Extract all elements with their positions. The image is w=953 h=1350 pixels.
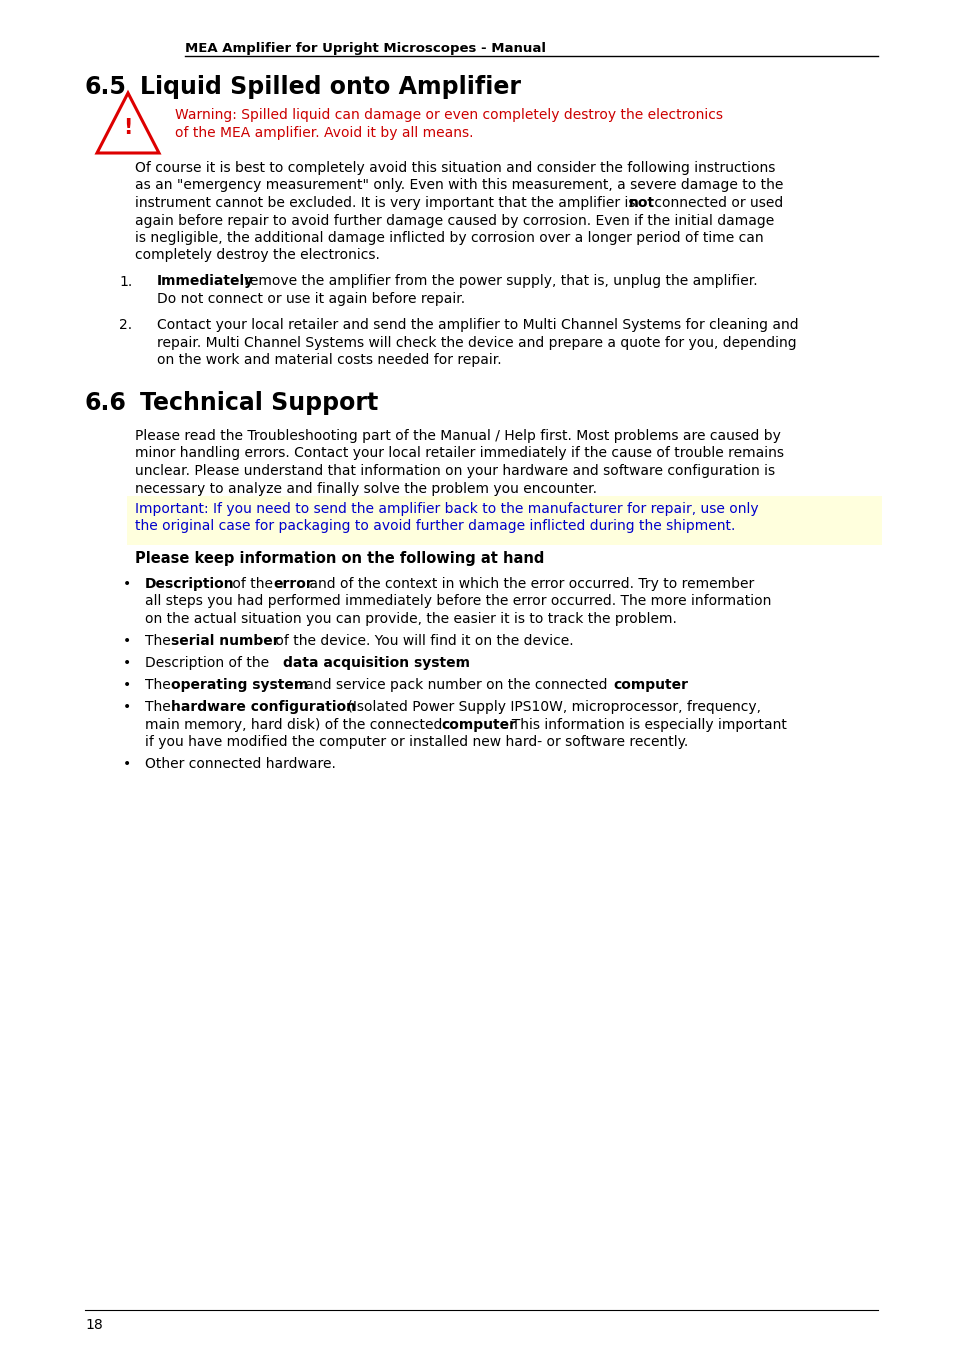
Text: •: • [123,656,132,670]
Text: Description of the: Description of the [145,656,274,670]
Text: unclear. Please understand that information on your hardware and software config: unclear. Please understand that informat… [135,464,774,478]
Text: •: • [123,757,132,771]
Text: instrument cannot be excluded. It is very important that the amplifier is: instrument cannot be excluded. It is ver… [135,196,639,211]
Text: is negligible, the additional damage inflicted by corrosion over a longer period: is negligible, the additional damage inf… [135,231,762,244]
Text: Technical Support: Technical Support [140,392,377,414]
Text: the original case for packaging to avoid further damage inflicted during the shi: the original case for packaging to avoid… [135,518,735,533]
Text: 1.: 1. [119,274,132,289]
Text: The: The [145,634,175,648]
Text: again before repair to avoid further damage caused by corrosion. Even if the ini: again before repair to avoid further dam… [135,213,774,228]
Text: all steps you had performed immediately before the error occurred. The more info: all steps you had performed immediately … [145,594,771,609]
Text: operating system: operating system [171,678,308,693]
Text: Description: Description [145,576,234,591]
Text: 18: 18 [85,1318,103,1332]
Text: on the actual situation you can provide, the easier it is to track the problem.: on the actual situation you can provide,… [145,612,677,626]
Text: main memory, hard disk) of the connected: main memory, hard disk) of the connected [145,717,446,732]
Text: .: . [675,678,679,693]
Text: Please read the Troubleshooting part of the Manual / Help first. Most problems a: Please read the Troubleshooting part of … [135,429,781,443]
Text: Other connected hardware.: Other connected hardware. [145,757,335,771]
FancyBboxPatch shape [127,495,882,544]
Text: of the device. You will find it on the device.: of the device. You will find it on the d… [271,634,573,648]
Text: completely destroy the electronics.: completely destroy the electronics. [135,248,379,262]
Text: of the: of the [228,576,277,591]
Text: Important: If you need to send the amplifier back to the manufacturer for repair: Important: If you need to send the ampli… [135,501,758,516]
Text: remove the amplifier from the power supply, that is, unplug the amplifier.: remove the amplifier from the power supp… [240,274,757,289]
Text: . This information is especially important: . This information is especially importa… [502,717,786,732]
Text: The: The [145,701,175,714]
Text: Liquid Spilled onto Amplifier: Liquid Spilled onto Amplifier [140,76,520,99]
Text: .: . [459,656,464,670]
Text: Immediately: Immediately [157,274,253,289]
Text: and of the context in which the error occurred. Try to remember: and of the context in which the error oc… [305,576,754,591]
Text: as an "emergency measurement" only. Even with this measurement, a severe damage : as an "emergency measurement" only. Even… [135,178,782,193]
Text: Of course it is best to completely avoid this situation and consider the followi: Of course it is best to completely avoid… [135,161,775,176]
Text: (Isolated Power Supply IPS10W, microprocessor, frequency,: (Isolated Power Supply IPS10W, microproc… [343,701,760,714]
Text: serial number: serial number [171,634,279,648]
Polygon shape [97,93,159,153]
Text: computer: computer [613,678,687,693]
Text: of the MEA amplifier. Avoid it by all means.: of the MEA amplifier. Avoid it by all me… [174,127,473,140]
Text: minor handling errors. Contact your local retailer immediately if the cause of t: minor handling errors. Contact your loca… [135,447,783,460]
Text: •: • [123,576,132,591]
Text: and service pack number on the connected: and service pack number on the connected [301,678,611,693]
Text: data acquisition system: data acquisition system [283,656,470,670]
Text: •: • [123,701,132,714]
Text: Warning: Spilled liquid can damage or even completely destroy the electronics: Warning: Spilled liquid can damage or ev… [174,108,722,122]
Text: •: • [123,678,132,693]
Text: Do not connect or use it again before repair.: Do not connect or use it again before re… [157,292,465,306]
Text: !: ! [123,117,132,138]
Text: Please keep information on the following at hand: Please keep information on the following… [135,551,544,566]
Text: Contact your local retailer and send the amplifier to Multi Channel Systems for : Contact your local retailer and send the… [157,319,798,332]
Text: on the work and material costs needed for repair.: on the work and material costs needed fo… [157,352,501,367]
Text: 6.6: 6.6 [85,392,127,414]
Text: The: The [145,678,175,693]
Text: •: • [123,634,132,648]
Text: MEA Amplifier for Upright Microscopes - Manual: MEA Amplifier for Upright Microscopes - … [185,42,545,55]
Text: if you have modified the computer or installed new hard- or software recently.: if you have modified the computer or ins… [145,734,687,749]
Text: 2.: 2. [119,319,132,332]
Text: necessary to analyze and finally solve the problem you encounter.: necessary to analyze and finally solve t… [135,482,597,495]
Text: connected or used: connected or used [649,196,782,211]
Text: 6.5: 6.5 [85,76,127,99]
Text: repair. Multi Channel Systems will check the device and prepare a quote for you,: repair. Multi Channel Systems will check… [157,336,796,350]
Text: hardware configuration: hardware configuration [171,701,355,714]
Text: computer: computer [440,717,516,732]
Text: not: not [628,196,655,211]
Text: error: error [273,576,313,591]
